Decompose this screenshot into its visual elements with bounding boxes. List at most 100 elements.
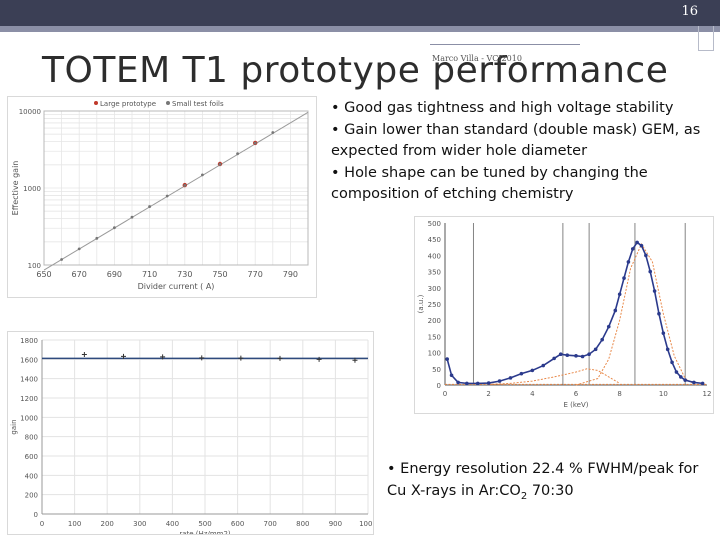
y-tick-label: 400 [428, 252, 441, 260]
y-tick-label: 1800 [20, 337, 38, 345]
data-point [148, 205, 152, 208]
data-point [670, 360, 674, 365]
data-point [692, 380, 696, 385]
data-point [445, 357, 449, 361]
slide-number: 16 [681, 4, 698, 19]
data-point [77, 247, 81, 251]
data-point [60, 258, 63, 261]
x-tick-label: 690 [107, 270, 122, 279]
x-tick-label: 500 [198, 520, 211, 528]
data-point [622, 276, 626, 280]
x-tick-label: 12 [703, 390, 712, 398]
x-tick-label: 700 [264, 520, 277, 528]
data-point [271, 131, 275, 134]
x-tick-label: 750 [212, 270, 227, 279]
y-tick-label: 100 [28, 262, 41, 270]
data-point [238, 355, 244, 361]
plot-frame [43, 110, 309, 266]
x-tick-label: 800 [296, 520, 309, 528]
bullet-text-end: 70:30 [527, 482, 574, 499]
x-tick-label: 200 [101, 520, 114, 528]
data-point [530, 368, 535, 373]
bullet-item: • Hole shape can be tuned by changing th… [331, 164, 648, 203]
top-bar [0, 0, 720, 26]
data-point [253, 141, 257, 145]
x-tick-label: 6 [574, 390, 579, 398]
x-tick-label: 2 [486, 390, 490, 398]
x-tick-label: 10 [659, 390, 668, 398]
data-point [236, 152, 240, 156]
y-tick-label: 200 [428, 317, 441, 325]
data-point [644, 253, 648, 258]
y-axis-label: gain [10, 419, 18, 434]
x-tick-label: 650 [36, 270, 51, 279]
y-tick-label: 1200 [20, 395, 38, 403]
legend-label: Large prototype [100, 100, 156, 108]
y-tick-label: 1000 [20, 414, 38, 422]
bullet-list-top: • Good gas tightness and high voltage st… [331, 98, 716, 206]
y-tick-label: 350 [428, 269, 441, 277]
y-tick-label: 450 [428, 236, 441, 244]
data-point [497, 379, 502, 383]
y-axis-label: (a.u.) [417, 294, 425, 313]
data-point [674, 370, 679, 374]
data-point [121, 353, 126, 359]
data-point [130, 215, 134, 219]
data-point [113, 226, 116, 230]
bullet-item: • Gain lower than standard (double mask)… [331, 121, 701, 160]
spectrum-line [446, 241, 703, 385]
x-tick-label: 400 [166, 520, 179, 528]
data-point [541, 363, 546, 368]
data-point [95, 236, 99, 240]
y-tick-label: 50 [432, 366, 441, 374]
data-point [593, 347, 598, 352]
y-tick-label: 1000 [23, 185, 41, 193]
fit-curve [575, 242, 697, 386]
data-point [519, 371, 524, 376]
x-tick-label: 300 [133, 520, 146, 528]
data-point [316, 356, 322, 362]
data-point [626, 260, 631, 264]
fit-line [43, 111, 309, 271]
data-point [475, 381, 480, 386]
data-point [661, 331, 666, 335]
x-axis-label: E (keV) [563, 401, 588, 409]
data-point [486, 381, 491, 385]
y-tick-label: 400 [25, 472, 38, 480]
data-point [639, 243, 644, 248]
x-tick-label: 600 [231, 520, 244, 528]
x-axis-label: rate (Hz/mm2) [179, 530, 231, 535]
y-axis-label: Effective gain [11, 161, 20, 216]
data-point [183, 184, 187, 187]
x-tick-label: 0 [40, 520, 44, 528]
x-axis-label: Divider current ( A) [138, 282, 215, 291]
y-tick-label: 250 [428, 301, 441, 309]
y-tick-label: 800 [25, 434, 38, 442]
x-tick-label: 900 [329, 520, 342, 528]
data-point [508, 376, 513, 380]
y-tick-label: 100 [428, 350, 441, 358]
data-point [665, 347, 670, 352]
data-point [552, 356, 556, 361]
x-tick-label: 730 [177, 270, 192, 279]
data-point [81, 352, 87, 357]
y-tick-label: 150 [428, 333, 441, 341]
y-tick-label: 0 [437, 382, 441, 390]
y-tick-label: 0 [34, 511, 38, 519]
data-point [648, 269, 653, 274]
data-point [630, 247, 635, 251]
data-point [580, 354, 585, 359]
gain-vs-current-chart: 650 670 690 710 730 750 770 790 100 1000 10000 Divi… [7, 96, 317, 298]
x-tick-label: 770 [248, 270, 263, 279]
gain-vs-rate-chart: 0 200 400 600 800 1000 1200 1400 1600 1800 0 100 200… [7, 331, 374, 535]
top-bar-accent [0, 26, 720, 32]
y-tick-label: 300 [428, 285, 441, 293]
bullet-text: • Energy resolution 22.4 % FWHM/peak for… [387, 461, 699, 499]
slide-title: TOTEM T1 prototype performance [42, 50, 669, 91]
x-tick-label: 4 [530, 390, 535, 398]
data-point [617, 292, 622, 297]
data-point [277, 355, 283, 361]
header-rule [430, 44, 580, 45]
data-point [683, 378, 687, 382]
data-point [657, 311, 661, 316]
